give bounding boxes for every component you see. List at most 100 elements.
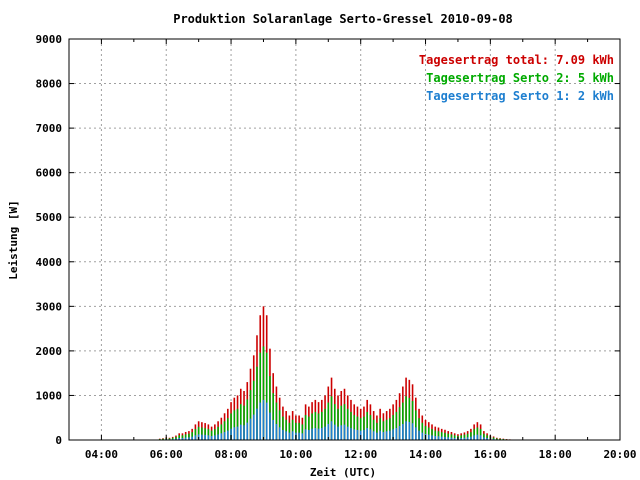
bar-serto1 [223, 431, 226, 440]
y-tick-label: 7000 [36, 122, 63, 135]
x-tick-label: 04:00 [85, 448, 118, 461]
bar-serto1 [275, 423, 278, 440]
bar-serto1 [256, 408, 258, 440]
bar-serto1 [285, 431, 287, 440]
y-tick-label: 6000 [36, 167, 63, 180]
bar-serto2 [175, 436, 177, 440]
bar-serto2 [343, 404, 346, 440]
x-tick-label: 18:00 [539, 448, 572, 461]
y-axis-label: Leistung [W] [7, 200, 20, 279]
y-tick-label: 2000 [36, 345, 63, 358]
bar-serto2 [220, 424, 223, 440]
bar-serto1 [415, 427, 417, 440]
bar-serto1 [246, 422, 249, 440]
bar-serto1 [444, 436, 446, 440]
bar-serto2 [162, 438, 164, 440]
bar-serto1 [405, 421, 407, 440]
bar-serto1 [369, 429, 372, 440]
bar-serto1 [440, 436, 443, 440]
bar-serto1 [184, 437, 187, 440]
bar-serto2 [285, 419, 287, 440]
bar-serto1 [204, 434, 206, 440]
bar-serto1 [460, 437, 462, 440]
bar-serto1 [385, 431, 388, 440]
bar-serto2 [492, 437, 495, 440]
bar-serto1 [282, 429, 284, 440]
bar-serto1 [453, 437, 456, 440]
bar-serto1 [418, 430, 420, 440]
bar-serto2 [301, 424, 304, 440]
bar-serto1 [382, 431, 385, 440]
bar-serto2 [444, 432, 446, 440]
bar-serto2 [204, 428, 206, 440]
bar-serto1 [191, 436, 193, 440]
bar-serto1 [402, 423, 404, 440]
bar-serto2 [249, 390, 252, 440]
bar-serto2 [408, 397, 411, 440]
y-tick-label: 0 [55, 434, 62, 447]
bar-serto1 [450, 437, 453, 440]
y-tick-label: 5000 [36, 211, 63, 224]
bar-serto1 [353, 429, 356, 440]
bar-serto1 [314, 427, 317, 440]
bar-serto2 [246, 399, 249, 440]
bar-serto1 [483, 437, 485, 440]
y-tick-label: 3000 [36, 300, 63, 313]
bar-serto2 [259, 352, 262, 440]
bar-serto2 [236, 408, 239, 440]
x-tick-label: 08:00 [214, 448, 247, 461]
x-axis-label: Zeit (UTC) [310, 466, 376, 479]
bar-serto2 [201, 427, 203, 440]
bar-serto2 [210, 430, 213, 440]
bar-serto1 [466, 437, 469, 440]
bar-serto2 [382, 421, 385, 440]
bar-serto2 [314, 411, 317, 440]
bar-serto1 [333, 424, 336, 440]
bar-serto1 [288, 432, 291, 440]
x-tick-label: 06:00 [150, 448, 183, 461]
bar-serto2 [476, 427, 479, 440]
bar-serto1 [291, 431, 294, 440]
bar-serto2 [366, 411, 368, 440]
bar-serto1 [201, 434, 203, 440]
bar-serto2 [295, 422, 297, 440]
x-tick-label: 16:00 [474, 448, 507, 461]
bar-serto1 [278, 427, 281, 440]
bar-serto1 [194, 435, 197, 440]
bar-serto2 [353, 415, 356, 440]
bar-serto1 [421, 432, 424, 440]
bar-serto1 [479, 435, 482, 440]
bar-serto2 [197, 426, 200, 440]
bar-serto1 [239, 424, 242, 440]
bar-serto1 [447, 437, 450, 440]
bar-serto1 [262, 399, 265, 440]
bar-serto2 [223, 421, 226, 440]
bar-serto2 [340, 405, 343, 440]
x-tick-label: 10:00 [279, 448, 312, 461]
bar-serto2 [434, 430, 437, 440]
bar-serto1 [175, 438, 177, 440]
bar-serto2 [440, 432, 443, 440]
bar-serto2 [466, 433, 469, 440]
bar-serto2 [181, 435, 184, 440]
bar-serto2 [275, 402, 278, 440]
bar-serto2 [207, 429, 210, 440]
plot-frame [68, 38, 621, 441]
bar-serto2 [385, 419, 388, 440]
bar-serto2 [288, 422, 291, 440]
bar-serto1 [311, 428, 313, 440]
bar-serto2 [379, 418, 381, 440]
bar-serto2 [233, 410, 236, 440]
bar-serto2 [486, 435, 488, 440]
bar-serto2 [427, 427, 430, 440]
bar-serto1 [220, 433, 223, 440]
bar-serto1 [269, 412, 271, 440]
bar-serto2 [333, 404, 336, 440]
bar-serto2 [321, 411, 323, 440]
bar-serto1 [476, 434, 479, 440]
bar-serto2 [317, 413, 320, 440]
bar-serto1 [230, 428, 232, 440]
y-tick-label: 8000 [36, 78, 63, 91]
bar-serto2 [389, 418, 391, 440]
